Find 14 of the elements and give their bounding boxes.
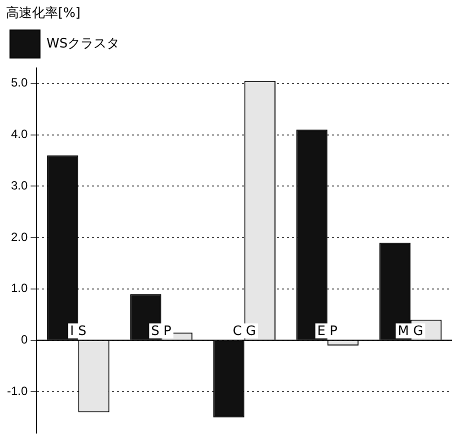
y-axis-title: 高速化率[%] — [6, 5, 80, 22]
x-tick-label: M G — [398, 324, 424, 340]
y-tick-label: 5.0 — [10, 76, 28, 90]
x-tick-label: E P — [317, 324, 338, 340]
y-tick-label: -1.0 — [6, 384, 28, 398]
y-tick-label: 1.0 — [10, 281, 28, 296]
legend-label: WSクラスタ — [46, 36, 120, 52]
y-tick-label: 0 — [20, 332, 28, 347]
y-tick-label: 4.0 — [10, 127, 28, 142]
x-tick-label: I S — [70, 324, 86, 340]
x-tick-label: C G — [232, 324, 256, 340]
y-tick-label: 3.0 — [10, 178, 28, 192]
x-tick-label: S P — [151, 324, 172, 340]
y-tick-label: 2.0 — [10, 230, 28, 244]
